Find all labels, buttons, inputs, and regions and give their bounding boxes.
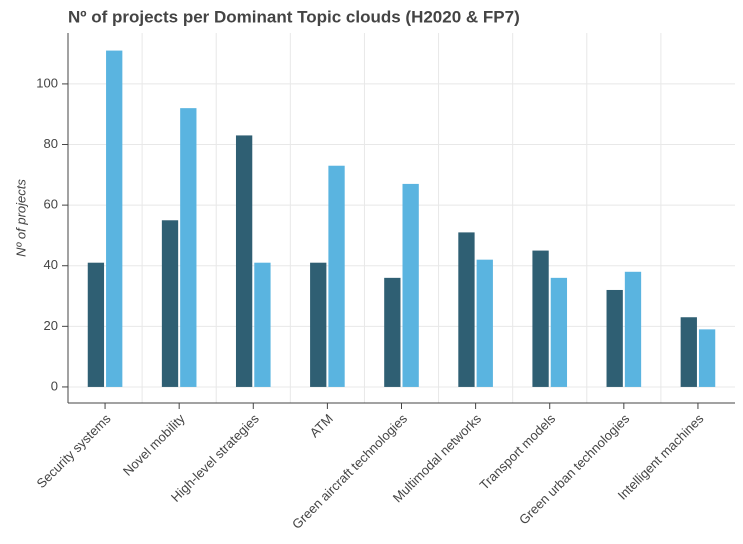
y-tick-label: 40 <box>44 257 58 272</box>
bar <box>87 262 105 387</box>
x-tick-label: Security systems <box>34 411 114 491</box>
bar <box>328 165 345 387</box>
bar <box>624 271 642 387</box>
x-tick-label: Novel mobility <box>120 411 188 479</box>
bar <box>180 108 197 387</box>
bar <box>235 135 253 387</box>
bar <box>254 262 271 387</box>
bar <box>458 232 475 387</box>
bar <box>384 277 401 387</box>
x-tick-label: ATM <box>307 411 336 440</box>
x-tick-label: Transport models <box>476 411 558 493</box>
chart-title: Nº of projects per Dominant Topic clouds… <box>68 7 520 26</box>
y-tick-label: 100 <box>36 75 58 90</box>
y-tick-label: 0 <box>51 378 58 393</box>
bar <box>698 329 716 387</box>
y-tick-label: 60 <box>44 197 58 212</box>
bar <box>402 183 419 387</box>
bar <box>310 262 327 387</box>
bar <box>161 220 179 387</box>
y-axis-label: Nº of projects <box>13 179 28 257</box>
y-tick-label: 80 <box>44 136 58 151</box>
bar <box>476 259 493 387</box>
bar <box>606 289 623 387</box>
y-tick-label: 20 <box>44 318 58 333</box>
bar <box>550 277 568 387</box>
bar <box>532 250 549 387</box>
bar <box>106 50 123 387</box>
bar <box>680 317 697 387</box>
